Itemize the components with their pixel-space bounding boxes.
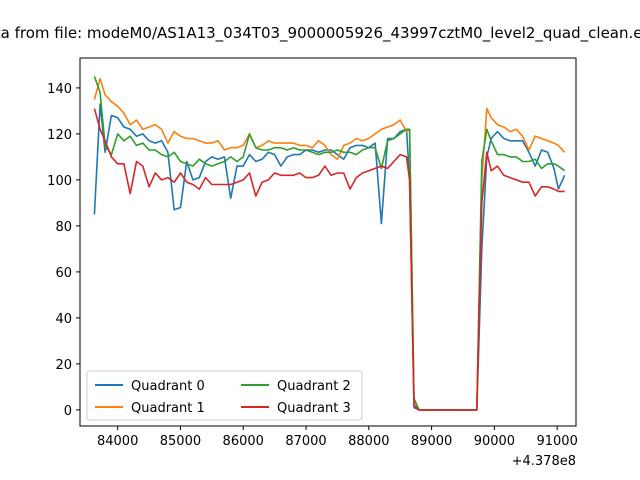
series-line-quadrant-3 [93,108,565,411]
x-axis-offset-label: +4.378e8 [512,454,576,469]
y-tick-label: 40 [55,312,72,327]
chart-title: Data from file: modeM0/AS1A13_034T03_900… [0,24,640,43]
legend-label-quadrant-3: Quadrant 3 [277,401,351,416]
y-tick-label: 60 [55,266,72,281]
y-tick-label: 120 [47,128,72,143]
axes-frame [79,57,577,427]
y-tick-label: 80 [55,220,72,235]
y-tick-label: 100 [47,174,72,189]
y-tick-label: 20 [55,358,72,373]
x-tick-label: 86000 [223,434,264,449]
legend-label-quadrant-2: Quadrant 2 [277,379,351,394]
x-axis: 84000 85000 86000 87000 88000 89000 90000 91000 [97,426,578,449]
series-line-quadrant-2 [93,76,566,411]
x-tick-label: 91000 [536,434,577,449]
x-tick-label: 84000 [97,434,138,449]
legend: Quadrant 0 Quadrant 1 Quadrant 2 Quadran… [86,370,363,421]
x-tick-label: 89000 [411,434,452,449]
legend-frame [86,370,363,421]
series-layer [93,76,566,411]
x-tick-label: 90000 [474,434,515,449]
y-tick-label: 0 [64,404,72,419]
x-tick-label: 85000 [160,434,201,449]
series-line-quadrant-1 [93,77,566,411]
y-tick-label: 140 [47,82,72,97]
plot-area: 84000 85000 86000 87000 88000 89000 90000 91000… [47,57,578,469]
x-tick-label: 88000 [348,434,389,449]
legend-label-quadrant-1: Quadrant 1 [131,401,205,416]
x-tick-label: 87000 [285,434,326,449]
legend-label-quadrant-0: Quadrant 0 [131,379,205,394]
y-axis: 0 20 40 60 80 100 120 140 [47,82,80,419]
